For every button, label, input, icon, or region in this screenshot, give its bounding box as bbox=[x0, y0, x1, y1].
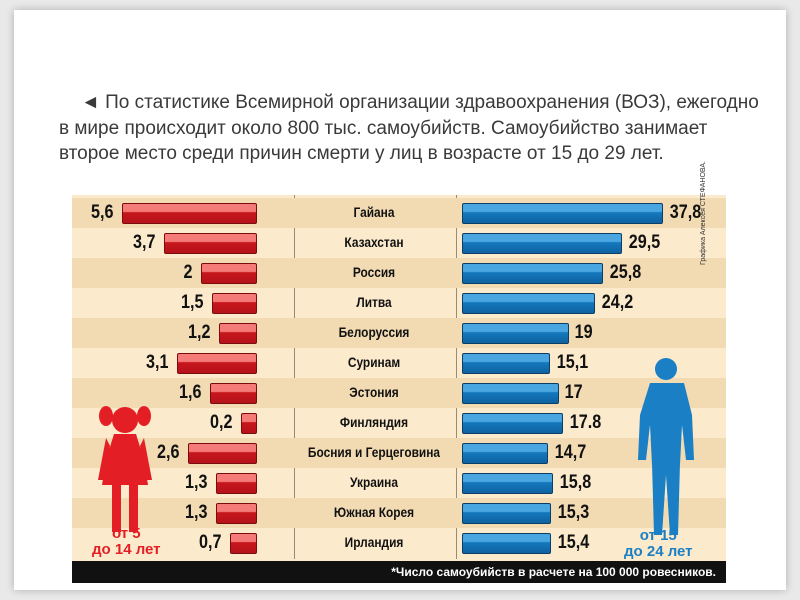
youth-bar bbox=[462, 293, 595, 314]
chart-row: 3,1 Суринам 15,1 bbox=[72, 348, 726, 378]
child-bar bbox=[163, 233, 257, 254]
youth-bar bbox=[462, 413, 563, 434]
country-label: Суринам bbox=[347, 354, 401, 370]
child-bar bbox=[176, 353, 257, 374]
chart-row: 2 Россия 25,8 bbox=[72, 258, 726, 288]
child-value-label: 1,2 bbox=[187, 322, 211, 343]
chart-row: 0,2 Финляндия 17.8 bbox=[72, 408, 726, 438]
youth-value-label: 37,8 bbox=[669, 202, 702, 223]
graphic-credit: Графика Алексея СТЕФАНОВА. bbox=[700, 161, 707, 265]
child-value-label: 3,1 bbox=[145, 352, 169, 373]
country-label: Южная Корея bbox=[333, 504, 415, 520]
child-value-label: 5,6 bbox=[90, 202, 114, 223]
youth-value-label: 25,8 bbox=[609, 262, 642, 283]
youth-value-label: 19 bbox=[574, 322, 593, 343]
youth-value-label: 15,4 bbox=[557, 532, 590, 553]
intro-text: По статистике Всемирной организации здра… bbox=[59, 92, 759, 164]
child-value-label: 3,7 bbox=[132, 232, 156, 253]
youth-bar bbox=[462, 233, 622, 254]
chart-row: 1,3 Украина 15,8 bbox=[72, 468, 726, 498]
youth-value-label: 29,5 bbox=[628, 232, 660, 253]
child-value-label: 1,3 bbox=[185, 502, 208, 523]
child-value-label: 1,6 bbox=[178, 382, 202, 403]
footnote: *Число самоубийств в расчете на 100 000 … bbox=[391, 565, 716, 579]
child-bar bbox=[229, 533, 257, 554]
child-value-label: 1,3 bbox=[185, 472, 208, 493]
youth-bar bbox=[462, 263, 603, 284]
child-age-label: от 5 до 14 лет bbox=[92, 525, 161, 558]
child-value-label: 1,5 bbox=[181, 292, 204, 313]
child-bar bbox=[216, 473, 257, 494]
suicide-infographic: 5,6 Гайана 37,8 3,7 Казахстан 29,5 2 Росси… bbox=[72, 161, 726, 583]
chart-row: 1,6 Эстония 17 bbox=[72, 378, 726, 408]
child-bar bbox=[209, 383, 257, 404]
bullet-arrow-icon: ◄ bbox=[81, 92, 100, 113]
country-label: Белоруссия bbox=[338, 324, 410, 340]
chart-row: 5,6 Гайана 37,8 bbox=[72, 198, 726, 228]
youth-bar bbox=[462, 203, 663, 224]
youth-age-label: от 15 до 24 лет bbox=[624, 527, 693, 560]
youth-bar bbox=[462, 383, 559, 404]
left-divider bbox=[294, 195, 295, 559]
child-bar bbox=[121, 203, 257, 224]
child-bar bbox=[216, 503, 257, 524]
country-label: Эстония bbox=[349, 384, 399, 400]
youth-value-label: 15,1 bbox=[556, 352, 588, 373]
country-label: Россия bbox=[352, 264, 396, 280]
youth-bar bbox=[462, 443, 548, 464]
youth-bar bbox=[462, 473, 553, 494]
chart-row: 2,6 Босния и Герцеговина 14,7 bbox=[72, 438, 726, 468]
youth-bar bbox=[462, 323, 569, 344]
right-divider bbox=[456, 195, 457, 559]
child-value-label: 2 bbox=[183, 262, 193, 283]
youth-value-label: 17 bbox=[564, 382, 583, 403]
child-bar bbox=[201, 263, 257, 284]
country-label: Литва bbox=[356, 294, 392, 310]
country-label: Финляндия bbox=[339, 414, 409, 430]
country-label: Гайана bbox=[353, 204, 395, 220]
youth-value-label: 17.8 bbox=[569, 412, 602, 433]
country-label: Босния и Герцеговина bbox=[307, 444, 441, 460]
chart-row: 3,7 Казахстан 29,5 bbox=[72, 228, 726, 258]
chart-row: 1,5 Литва 24,2 bbox=[72, 288, 726, 318]
intro-paragraph: ◄ По статистике Всемирной организации зд… bbox=[59, 90, 759, 167]
chart-row: 1,2 Белоруссия 19 bbox=[72, 318, 726, 348]
girl-silhouette-icon bbox=[98, 406, 152, 532]
boy-silhouette-icon bbox=[638, 358, 694, 535]
country-label: Казахстан bbox=[344, 234, 404, 250]
child-value-label: 0,7 bbox=[198, 532, 222, 553]
youth-bar bbox=[462, 503, 551, 524]
youth-bar bbox=[462, 533, 551, 554]
child-value-label: 0,2 bbox=[209, 412, 233, 433]
youth-value-label: 14,7 bbox=[554, 442, 586, 463]
child-value-label: 2,6 bbox=[156, 442, 180, 463]
chart-row: 1,3 Южная Корея 15,3 bbox=[72, 498, 726, 528]
chart-row: 0,7 Ирландия 15,4 bbox=[72, 528, 726, 558]
youth-value-label: 15,3 bbox=[557, 502, 589, 523]
child-bar bbox=[218, 323, 257, 344]
child-bar bbox=[187, 443, 257, 464]
footnote-bar: *Число самоубийств в расчете на 100 000 … bbox=[72, 561, 726, 583]
youth-bar bbox=[462, 353, 550, 374]
country-label: Ирландия bbox=[344, 534, 404, 550]
youth-value-label: 15,8 bbox=[559, 472, 592, 493]
child-bar bbox=[240, 413, 257, 434]
country-label: Украина bbox=[350, 474, 398, 490]
child-bar bbox=[212, 293, 257, 314]
youth-value-label: 24,2 bbox=[601, 292, 634, 313]
